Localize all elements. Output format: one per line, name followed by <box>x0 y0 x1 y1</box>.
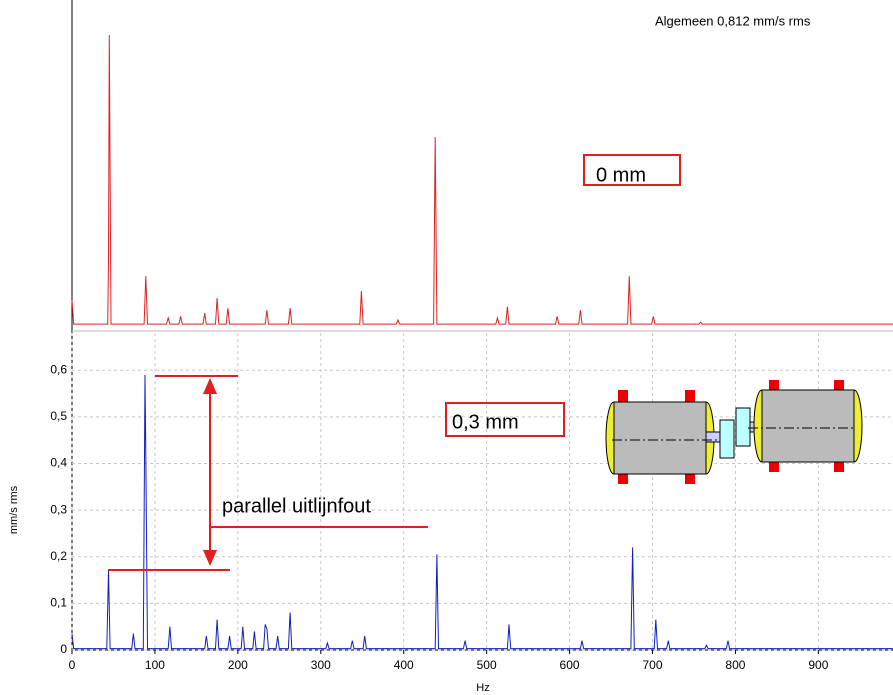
overall-value: Algemeen 0,812 mm/s rms <box>655 13 811 28</box>
spectrum-line <box>71 34 893 325</box>
y-tick-label: 0,3 <box>50 502 67 516</box>
grid <box>71 333 893 651</box>
x-tick-label: 400 <box>394 658 414 672</box>
x-tick-label: 0 <box>69 658 76 672</box>
arrow-head <box>203 378 217 394</box>
lines <box>71 34 893 650</box>
y-tick-label: 0,5 <box>50 409 67 423</box>
y-tick-label: 0,2 <box>50 549 67 563</box>
x-tick-label: 300 <box>311 658 331 672</box>
x-tick-label: 200 <box>228 658 248 672</box>
x-tick-label: 600 <box>560 658 580 672</box>
x-tick-label: 100 <box>145 658 165 672</box>
x-tick-label: 500 <box>477 658 497 672</box>
misalignment-arrow <box>108 375 428 571</box>
y-tick-label: 0,4 <box>50 456 67 470</box>
x-tick-label: 800 <box>725 658 745 672</box>
y-tick-label: 0,1 <box>50 596 67 610</box>
annotation: 0,3 mm <box>452 411 519 433</box>
machine-diagram <box>605 380 863 484</box>
label-box <box>583 154 681 186</box>
spectrum-line <box>71 374 893 650</box>
arrow-head <box>203 550 217 566</box>
annotation: 0 mm <box>596 164 646 186</box>
x-axis-label: Hz <box>476 682 489 694</box>
x-tick-label: 700 <box>642 658 662 672</box>
annotation: parallel uitlijnfout <box>222 495 371 517</box>
x-tick-label: 900 <box>808 658 828 672</box>
y-tick-label: 0,6 <box>50 362 67 376</box>
y-axis-label: mm/s rms <box>8 485 20 534</box>
label-box <box>445 402 565 437</box>
y-tick-label: 0 <box>60 642 67 656</box>
